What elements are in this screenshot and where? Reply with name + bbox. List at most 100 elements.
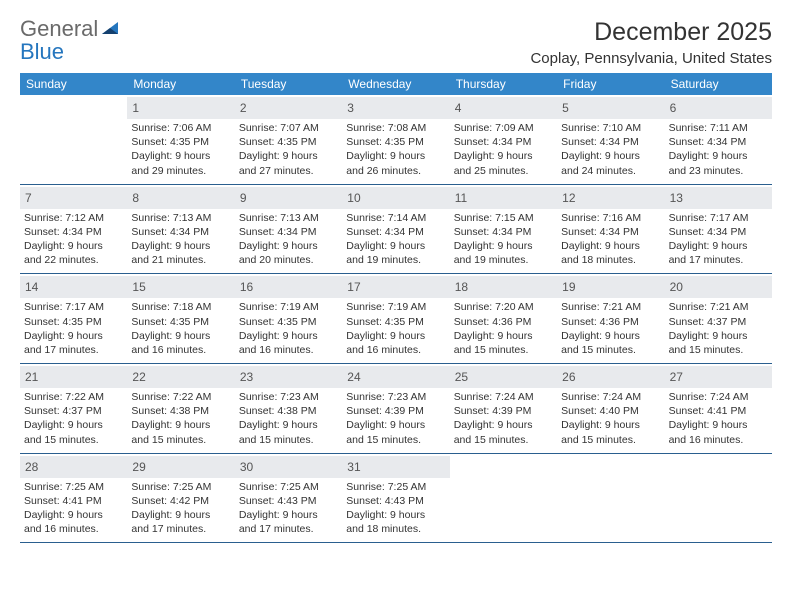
day-cell: [557, 454, 664, 543]
daylight-text: and 15 minutes.: [561, 343, 660, 357]
sunset-text: Sunset: 4:35 PM: [239, 315, 338, 329]
daylight-text: and 22 minutes.: [24, 253, 123, 267]
day-cell: 7Sunrise: 7:12 AMSunset: 4:34 PMDaylight…: [20, 185, 127, 274]
day-number: 10: [347, 191, 360, 205]
daylight-text: and 15 minutes.: [669, 343, 768, 357]
day-number: 1: [132, 101, 139, 115]
day-number: 14: [25, 280, 38, 294]
sunset-text: Sunset: 4:34 PM: [239, 225, 338, 239]
day-number-bar: 23: [235, 366, 342, 388]
daylight-text: and 26 minutes.: [346, 164, 445, 178]
daylight-text: Daylight: 9 hours: [131, 418, 230, 432]
day-number-bar: 2: [235, 97, 342, 119]
sunrise-text: Sunrise: 7:25 AM: [131, 480, 230, 494]
daylight-text: and 16 minutes.: [346, 343, 445, 357]
daylight-text: Daylight: 9 hours: [24, 508, 123, 522]
sunrise-text: Sunrise: 7:08 AM: [346, 121, 445, 135]
sunset-text: Sunset: 4:34 PM: [669, 135, 768, 149]
sunrise-text: Sunrise: 7:25 AM: [346, 480, 445, 494]
day-number-bar: 14: [20, 276, 127, 298]
week-row: 21Sunrise: 7:22 AMSunset: 4:37 PMDayligh…: [20, 364, 772, 454]
day-number-bar: 9: [235, 187, 342, 209]
day-number: 20: [670, 280, 683, 294]
day-cell: 14Sunrise: 7:17 AMSunset: 4:35 PMDayligh…: [20, 274, 127, 363]
header: General Blue December 2025 Coplay, Penns…: [20, 18, 772, 67]
month-title: December 2025: [530, 18, 772, 47]
daylight-text: Daylight: 9 hours: [561, 239, 660, 253]
daylight-text: and 17 minutes.: [24, 343, 123, 357]
sunrise-text: Sunrise: 7:21 AM: [561, 300, 660, 314]
day-cell: 3Sunrise: 7:08 AMSunset: 4:35 PMDaylight…: [342, 95, 449, 184]
day-number-bar: 15: [127, 276, 234, 298]
day-number-bar: 4: [450, 97, 557, 119]
sunrise-text: Sunrise: 7:23 AM: [346, 390, 445, 404]
day-number: 7: [25, 191, 32, 205]
day-cell: 31Sunrise: 7:25 AMSunset: 4:43 PMDayligh…: [342, 454, 449, 543]
day-cell: 8Sunrise: 7:13 AMSunset: 4:34 PMDaylight…: [127, 185, 234, 274]
day-number-bar: 12: [557, 187, 664, 209]
sunset-text: Sunset: 4:35 PM: [131, 135, 230, 149]
day-number-bar: 28: [20, 456, 127, 478]
sunrise-text: Sunrise: 7:19 AM: [239, 300, 338, 314]
sunrise-text: Sunrise: 7:14 AM: [346, 211, 445, 225]
day-cell: 13Sunrise: 7:17 AMSunset: 4:34 PMDayligh…: [665, 185, 772, 274]
sunrise-text: Sunrise: 7:13 AM: [239, 211, 338, 225]
sunset-text: Sunset: 4:39 PM: [346, 404, 445, 418]
daylight-text: Daylight: 9 hours: [239, 329, 338, 343]
daylight-text: Daylight: 9 hours: [131, 329, 230, 343]
day-cell: 12Sunrise: 7:16 AMSunset: 4:34 PMDayligh…: [557, 185, 664, 274]
dayname-row: Sunday Monday Tuesday Wednesday Thursday…: [20, 73, 772, 95]
daylight-text: Daylight: 9 hours: [669, 418, 768, 432]
day-number-bar: 6: [665, 97, 772, 119]
sunset-text: Sunset: 4:43 PM: [239, 494, 338, 508]
sunrise-text: Sunrise: 7:12 AM: [24, 211, 123, 225]
day-number: 27: [670, 370, 683, 384]
sunset-text: Sunset: 4:39 PM: [454, 404, 553, 418]
day-cell: 10 Sunrise: 7:14 AMSunset: 4:34 PMDayligh…: [342, 185, 449, 274]
day-number: 28: [25, 460, 38, 474]
daylight-text: and 19 minutes.: [346, 253, 445, 267]
day-cell: 15Sunrise: 7:18 AMSunset: 4:35 PMDayligh…: [127, 274, 234, 363]
daylight-text: and 15 minutes.: [561, 433, 660, 447]
day-number: 17: [347, 280, 360, 294]
sunset-text: Sunset: 4:38 PM: [131, 404, 230, 418]
sunset-text: Sunset: 4:38 PM: [239, 404, 338, 418]
day-number-bar: 19: [557, 276, 664, 298]
daylight-text: Daylight: 9 hours: [346, 239, 445, 253]
daylight-text: and 17 minutes.: [669, 253, 768, 267]
day-number: 12: [562, 191, 575, 205]
daylight-text: Daylight: 9 hours: [239, 418, 338, 432]
daylight-text: and 15 minutes.: [24, 433, 123, 447]
daylight-text: Daylight: 9 hours: [131, 149, 230, 163]
day-number: 11: [455, 191, 467, 205]
sunset-text: Sunset: 4:34 PM: [131, 225, 230, 239]
daylight-text: and 25 minutes.: [454, 164, 553, 178]
day-number-bar: 11: [450, 187, 557, 209]
daylight-text: and 27 minutes.: [239, 164, 338, 178]
daylight-text: and 20 minutes.: [239, 253, 338, 267]
sunset-text: Sunset: 4:43 PM: [346, 494, 445, 508]
daylight-text: Daylight: 9 hours: [669, 329, 768, 343]
day-number: 6: [670, 101, 677, 115]
day-number: 30: [240, 460, 253, 474]
daylight-text: and 16 minutes.: [669, 433, 768, 447]
daylight-text: and 18 minutes.: [346, 522, 445, 536]
daylight-text: Daylight: 9 hours: [239, 239, 338, 253]
daylight-text: Daylight: 9 hours: [669, 239, 768, 253]
sunset-text: Sunset: 4:35 PM: [239, 135, 338, 149]
day-cell: 16Sunrise: 7:19 AMSunset: 4:35 PMDayligh…: [235, 274, 342, 363]
daylight-text: Daylight: 9 hours: [346, 508, 445, 522]
sunrise-text: Sunrise: 7:15 AM: [454, 211, 553, 225]
dayname: Thursday: [450, 73, 557, 95]
day-cell: 22Sunrise: 7:22 AMSunset: 4:38 PMDayligh…: [127, 364, 234, 453]
day-number-bar: 29: [127, 456, 234, 478]
daylight-text: Daylight: 9 hours: [669, 149, 768, 163]
day-number: 19: [562, 280, 575, 294]
day-cell: 21Sunrise: 7:22 AMSunset: 4:37 PMDayligh…: [20, 364, 127, 453]
day-number: 5: [562, 101, 569, 115]
day-number: 23: [240, 370, 253, 384]
week-row: 28Sunrise: 7:25 AMSunset: 4:41 PMDayligh…: [20, 454, 772, 544]
sunset-text: Sunset: 4:34 PM: [561, 225, 660, 239]
day-number-bar: 27: [665, 366, 772, 388]
sunset-text: Sunset: 4:34 PM: [346, 225, 445, 239]
